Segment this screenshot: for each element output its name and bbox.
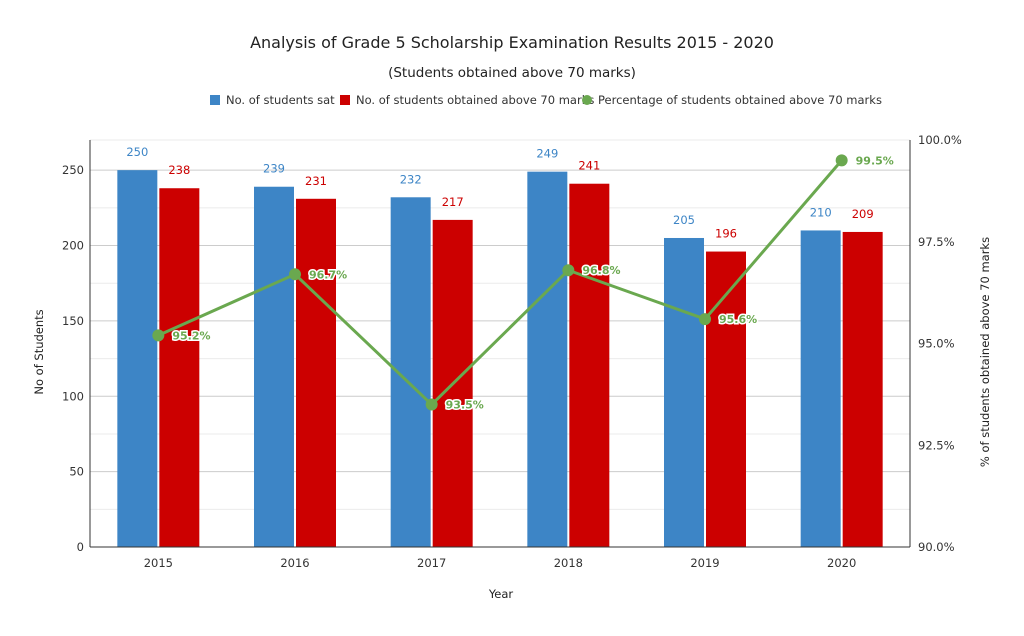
bar-data-label: 210 [810, 205, 832, 219]
bar [296, 198, 336, 548]
x-tick-label: 2016 [280, 556, 309, 570]
bar [706, 251, 746, 547]
bar-data-label: 231 [305, 174, 327, 188]
bar [800, 230, 841, 547]
bar-data-label: 249 [536, 147, 558, 161]
y-tick-label: 50 [69, 465, 84, 479]
bar [842, 231, 883, 548]
y-tick-label: 100 [62, 389, 84, 403]
chart-subtitle: (Students obtained above 70 marks) [388, 65, 636, 81]
y2-tick-label: 92.5% [918, 438, 955, 452]
line-data-label: 93.5% [446, 399, 484, 412]
y2-tick-label: 95.0% [918, 337, 955, 351]
x-tick-label: 2018 [554, 556, 583, 570]
y-tick-label: 0 [77, 540, 84, 554]
legend-label: Percentage of students obtained above 70… [598, 93, 882, 107]
bars-group: 250 239 232 249 205 210 238 231 217 241 196 209 [117, 145, 883, 548]
gridlines [90, 139, 910, 510]
bar-data-label: 238 [168, 163, 190, 177]
bar-data-label: 209 [852, 207, 874, 221]
line-data-label: 95.2% [172, 329, 210, 342]
y-tick-label: 250 [62, 163, 84, 177]
y-axis-title: No of Students [32, 309, 46, 394]
bar-data-label: 232 [400, 172, 422, 186]
x-tick-label: 2020 [827, 556, 856, 570]
bar-data-label: 250 [126, 145, 148, 159]
y-tick-label: 150 [62, 314, 84, 328]
bar-data-label: 239 [263, 162, 285, 176]
line-data-label: 99.5% [856, 154, 894, 167]
legend-label: No. of students sat [226, 93, 335, 107]
bar-data-label: 241 [578, 159, 600, 173]
legend: No. of students sat No. of students obtai… [210, 93, 882, 107]
bar [569, 183, 610, 547]
percentage-line [157, 159, 843, 407]
x-tick-label: 2017 [417, 556, 446, 570]
bar-data-label: 205 [673, 213, 695, 227]
y-tick-label: 200 [62, 239, 84, 253]
y2-tick-label: 100.0% [918, 133, 962, 147]
line-point [152, 329, 165, 342]
chart-title: Analysis of Grade 5 Scholarship Examinat… [250, 33, 774, 52]
line-point [835, 154, 848, 167]
legend-marker-square [340, 95, 350, 105]
bar [664, 237, 704, 547]
x-tick-label: 2015 [144, 556, 173, 570]
line-data-label: 96.8% [582, 264, 620, 277]
bar [117, 170, 158, 548]
bar-data-label: 217 [442, 195, 464, 209]
line-point [699, 313, 711, 326]
bar-data-label: 196 [715, 227, 737, 241]
percentage-line-group: 95.2% 96.7% 93.5% 96.8% 95.6% 99.5% [152, 153, 895, 413]
y2-tick-label: 90.0% [918, 540, 955, 554]
line-data-label: 96.7% [309, 268, 347, 281]
legend-label: No. of students obtained above 70 marks [356, 93, 594, 107]
line-data-label: 95.6% [719, 313, 757, 326]
y2-axis-title: % of students obtained above 70 marks [978, 237, 992, 467]
axes-group: 0 50 100 150 200 250 90.0% 92.5% 95.0% 97.5% 100.0… [62, 133, 962, 570]
y2-tick-label: 97.5% [918, 235, 955, 249]
legend-marker-square [210, 95, 220, 105]
line-point [562, 264, 575, 277]
line-point [289, 268, 301, 281]
bar [254, 186, 294, 548]
legend-marker-circle [582, 95, 592, 105]
x-tick-label: 2019 [690, 556, 719, 570]
bar [159, 188, 200, 547]
x-axis-title: Year [488, 587, 514, 601]
bar [527, 171, 568, 547]
line-point [425, 398, 438, 411]
